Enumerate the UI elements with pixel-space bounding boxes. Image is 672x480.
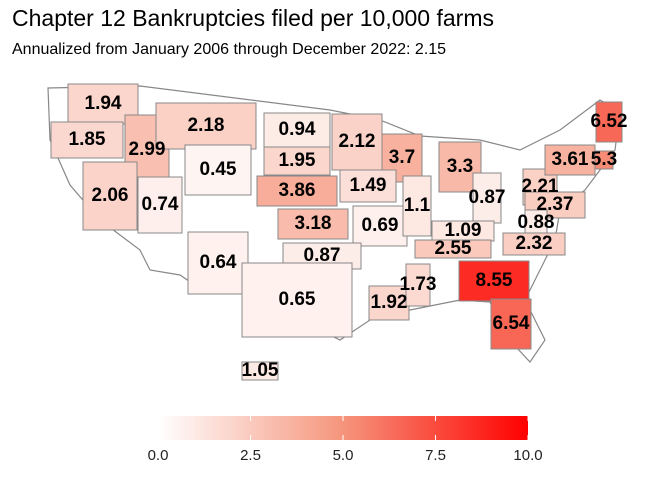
region-value-label: 1.85 <box>69 129 106 150</box>
region-value-label: 3.3 <box>447 156 473 177</box>
colorbar-tick-label: 2.5 <box>240 447 261 464</box>
region-value-label: 1.09 <box>445 220 482 241</box>
region <box>263 146 331 176</box>
region-value-label: 5.3 <box>591 149 617 170</box>
region-value-label: 3.7 <box>389 147 415 168</box>
region-value-label: 0.87 <box>304 245 341 266</box>
region <box>472 172 502 224</box>
region <box>490 298 532 350</box>
region <box>594 150 614 170</box>
region-value-label: 1.94 <box>85 93 122 114</box>
region-value-label: 2.12 <box>339 131 376 152</box>
region <box>137 176 183 234</box>
region-value-label: 1.95 <box>279 150 316 171</box>
region-value-label: 3.61 <box>552 149 589 170</box>
region <box>241 361 279 381</box>
regions <box>50 83 623 381</box>
region-value-label: 2.32 <box>516 233 553 254</box>
colorbar-ticks: 0.0 2.5 5.0 7.5 10.0 <box>148 416 543 464</box>
region <box>184 144 252 196</box>
region-value-label: 1.73 <box>400 274 437 295</box>
region-value-label: 2.37 <box>537 194 574 215</box>
region-value-label: 0.87 <box>469 187 506 208</box>
region <box>339 169 397 203</box>
colorbar-tick-label: 5.0 <box>333 447 354 464</box>
region <box>368 285 410 321</box>
region <box>256 175 338 207</box>
region-value-label: 2.21 <box>522 176 559 197</box>
region-value-label: 2.99 <box>129 139 166 160</box>
region <box>458 260 530 302</box>
region-value-label: 3.86 <box>279 180 316 201</box>
region-value-label: 0.45 <box>200 159 237 180</box>
map-subtitle: Annualized from January 2006 through Dec… <box>12 41 446 58</box>
region <box>402 175 432 237</box>
region-value-label: 6.54 <box>493 313 530 334</box>
region <box>524 191 586 219</box>
region-value-label: 0.65 <box>279 289 316 310</box>
region <box>331 113 383 171</box>
region <box>405 263 431 307</box>
region <box>241 262 353 338</box>
region <box>595 101 623 143</box>
map-title: Chapter 12 Bankruptcies filed per 10,000… <box>12 5 494 31</box>
region <box>352 205 408 247</box>
region-value-label: 1.92 <box>371 292 408 313</box>
region-value-label: 0.88 <box>518 212 555 233</box>
colorbar-tick-label: 10.0 <box>513 447 542 464</box>
colorbar-tick-label: 0.0 <box>148 447 169 464</box>
region-value-label: 0.64 <box>200 252 237 273</box>
region-value-label: 2.18 <box>188 115 225 136</box>
labels: 1.94 1.85 2.99 2.18 0.94 2.12 3.7 3.3 1.95 3.86 1.… <box>69 93 628 381</box>
region <box>277 208 349 240</box>
region-value-label: 0.94 <box>279 119 316 140</box>
region <box>82 161 138 231</box>
region-value-label: 8.55 <box>476 270 513 291</box>
region-value-label: 2.55 <box>435 238 472 259</box>
region <box>502 232 566 256</box>
region-value-label: 0.74 <box>142 194 179 215</box>
region-value-label: 1.05 <box>242 360 279 381</box>
region-value-label: 6.52 <box>591 111 628 132</box>
region <box>155 102 257 150</box>
region-value-label: 3.18 <box>295 213 332 234</box>
region-value-label: 0.69 <box>362 215 399 236</box>
region <box>414 239 492 259</box>
region-value-label: 1.49 <box>350 175 387 196</box>
region-value-label: 1.1 <box>404 195 431 216</box>
region <box>50 121 124 159</box>
region-value-label: 2.06 <box>92 185 129 206</box>
region <box>263 112 331 148</box>
colorbar-tick-label: 7.5 <box>425 447 446 464</box>
